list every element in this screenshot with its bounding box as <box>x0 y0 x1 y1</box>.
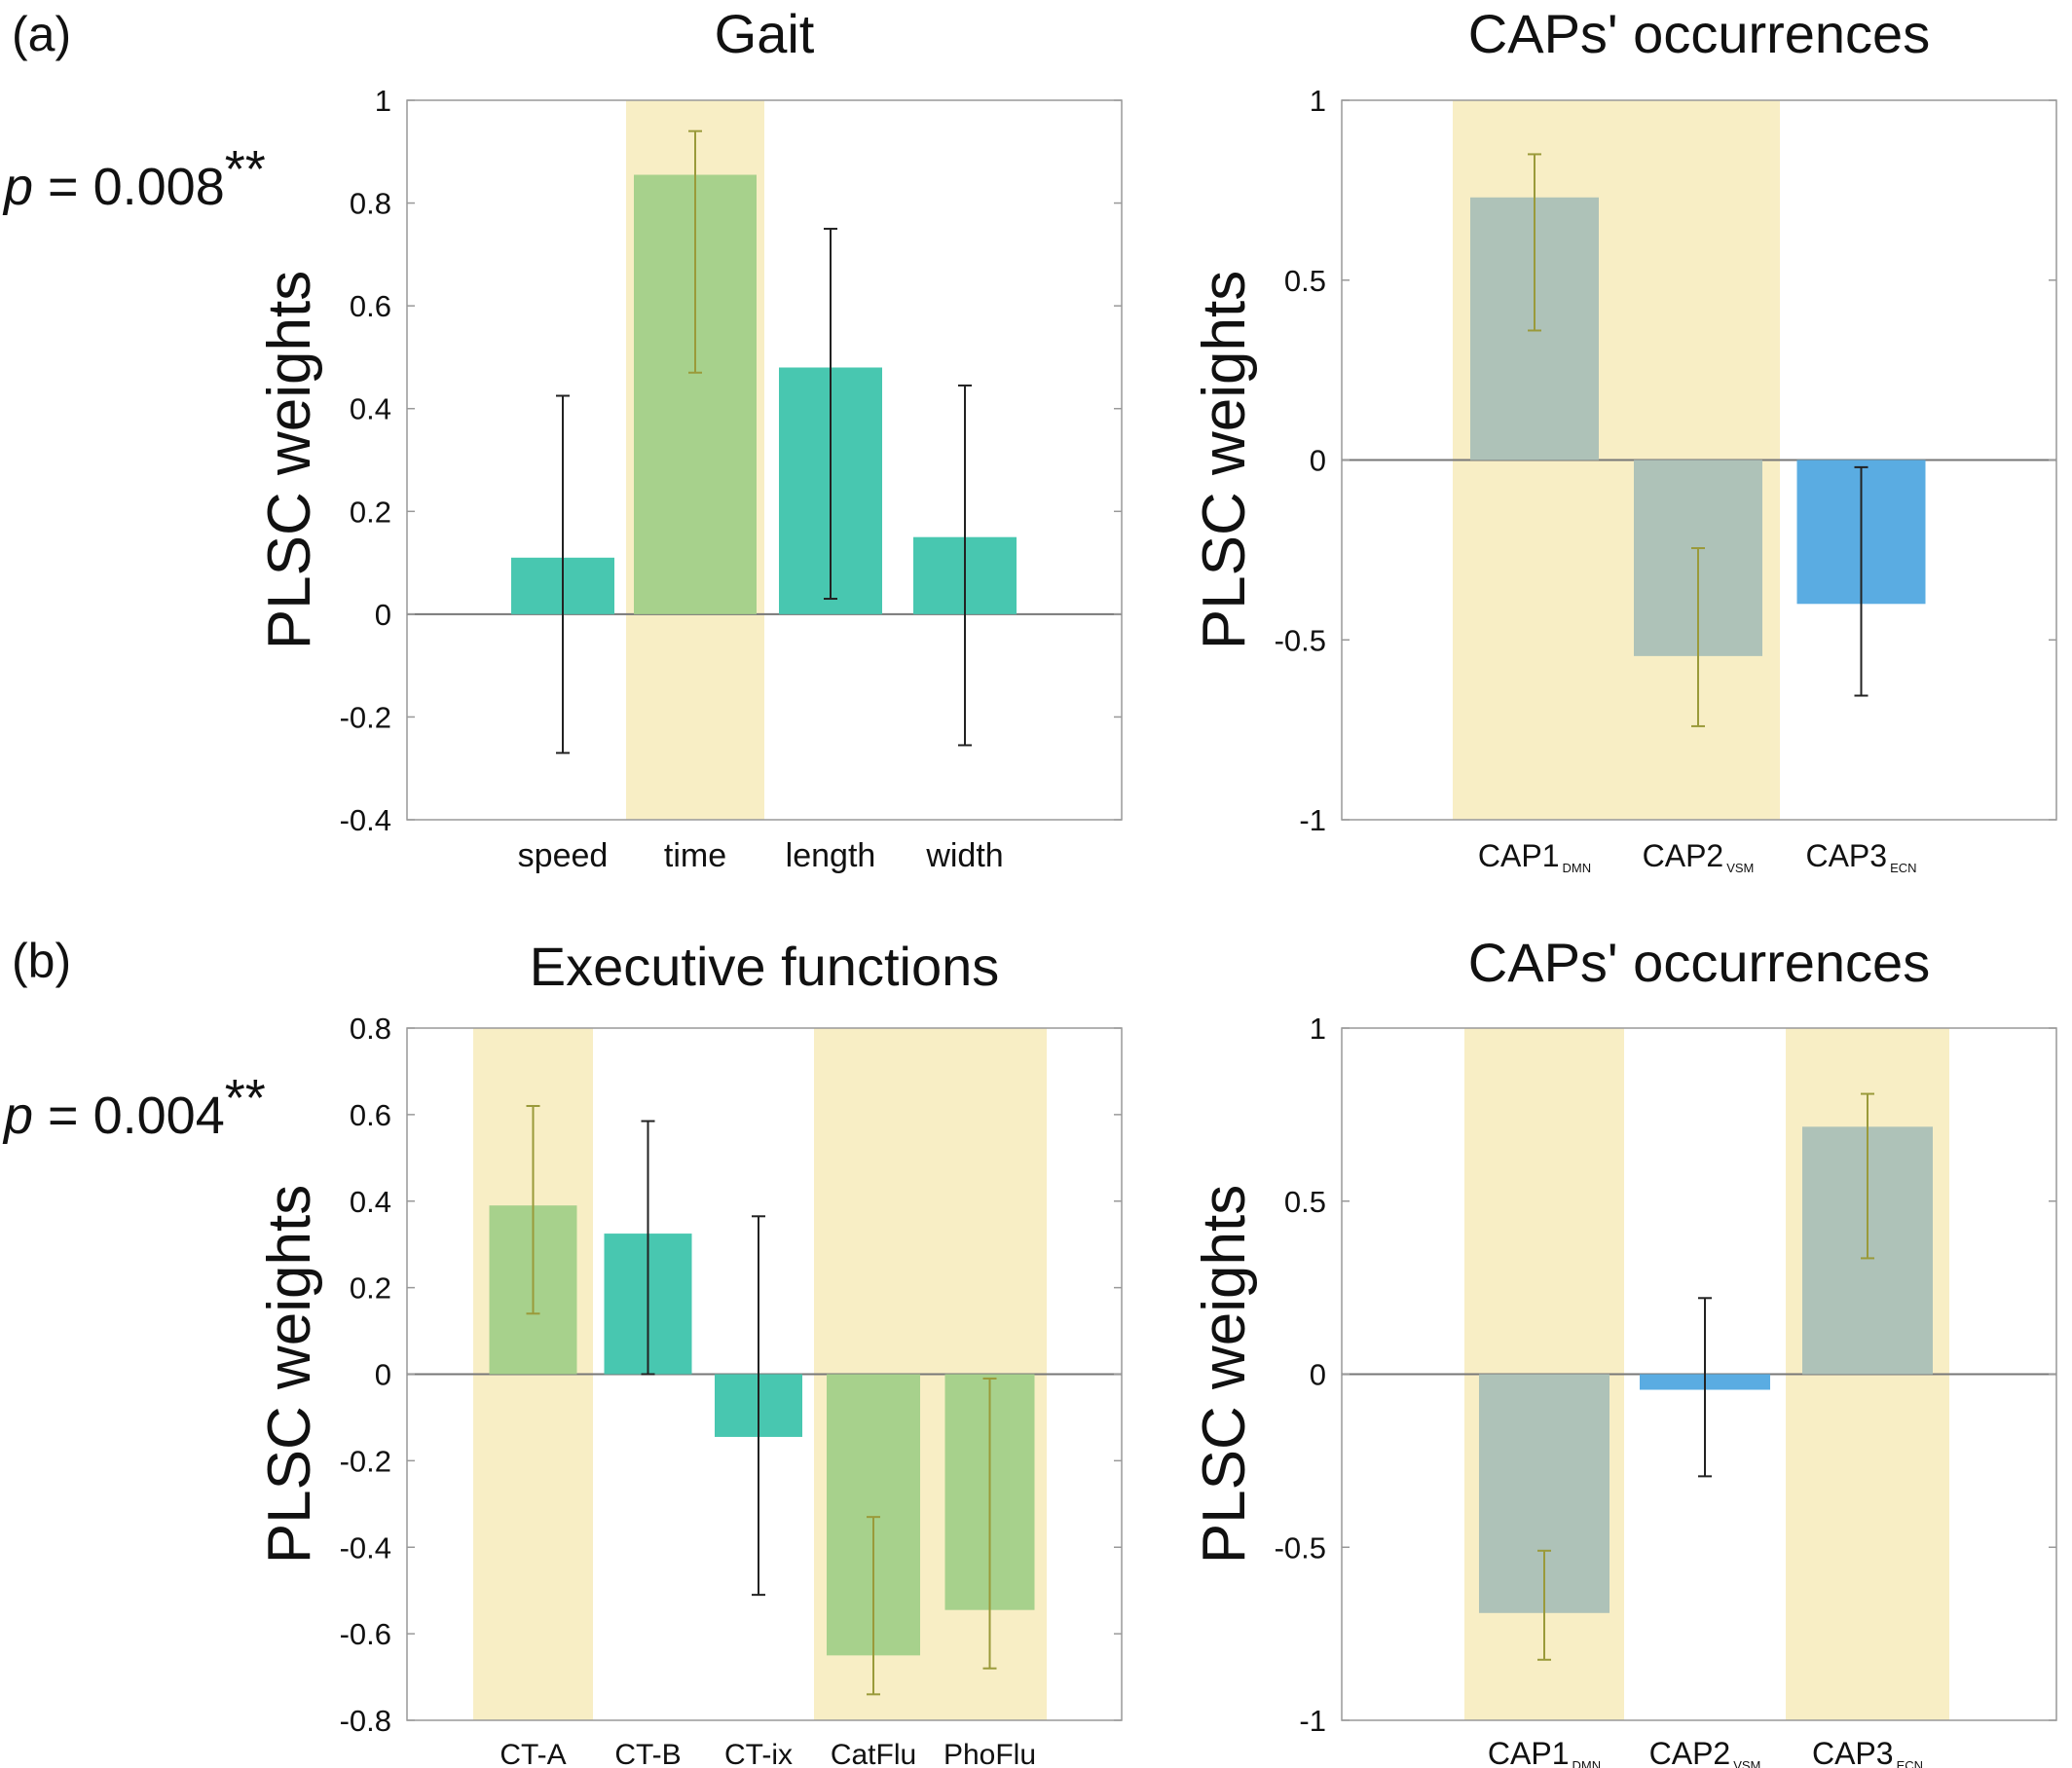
y-axis-label: PLSC weights <box>256 1185 323 1564</box>
y-tick-label: 0.8 <box>350 1012 391 1046</box>
x-tick-label-subscript: ECN <box>1897 1758 1923 1768</box>
y-tick-label: -0.5 <box>1275 1530 1326 1565</box>
p-value-b: p = 0.004** <box>2 1069 266 1145</box>
caps-occurrences-chart-b: -1 -0.5 0 0.5 1 CAP1 DMN CAP2 VSM CAP3 ECN CAPs' oc… <box>1191 932 2057 1768</box>
y-axis-label: PLSC weights <box>1191 1185 1258 1564</box>
y-tick-label: -0.4 <box>340 803 391 837</box>
y-tick-label: 0 <box>1310 1358 1326 1392</box>
y-tick-label: -1 <box>1299 1704 1326 1738</box>
p-value-b-symbol: p <box>2 1087 33 1145</box>
y-tick-label: 0.2 <box>350 1271 391 1306</box>
x-tick-label: CT-B <box>614 1739 681 1768</box>
x-tick-label-main: time <box>664 837 726 874</box>
x-tick-label-main: CAP3 <box>1805 838 1887 873</box>
y-tick-label: -0.6 <box>340 1617 391 1651</box>
chart-title: CAPs' occurrences <box>1468 932 1930 993</box>
y-tick-label: -0.2 <box>340 1444 391 1478</box>
p-value-a: p = 0.008** <box>2 140 266 216</box>
y-tick-label: 1 <box>1310 84 1326 118</box>
y-tick-label: 0.4 <box>350 1185 391 1219</box>
x-tick-label-main: length <box>786 837 876 874</box>
x-tick-label-subscript: DMN <box>1562 861 1591 875</box>
x-tick-label-main: width <box>925 837 1003 874</box>
p-value-a-value: = 0.008 <box>33 158 225 216</box>
y-tick-label: 0 <box>1310 444 1326 478</box>
x-tick-label: width <box>925 837 1003 874</box>
p-value-a-stars: ** <box>225 140 266 199</box>
x-tick-label: CatFlu <box>831 1739 916 1768</box>
x-tick-label-main: CatFlu <box>831 1739 916 1768</box>
y-tick-label: 0.2 <box>350 495 391 529</box>
x-tick-label: CT-ix <box>724 1739 793 1768</box>
x-tick-label-subscript: VSM <box>1726 861 1754 875</box>
y-axis-label: PLSC weights <box>1191 271 1258 649</box>
x-tick-label-main: PhoFlu <box>944 1739 1036 1768</box>
chart-title: Gait <box>715 3 815 64</box>
panel-b-label: (b) <box>12 934 71 988</box>
x-tick-label-main: CT-ix <box>724 1739 793 1768</box>
y-tick-label: 0 <box>375 1358 391 1392</box>
x-tick-label: PhoFlu <box>944 1739 1036 1768</box>
chart-title: Executive functions <box>530 936 999 997</box>
panel-a-label: (a) <box>12 7 71 61</box>
executive-functions-chart: -0.8 -0.6 -0.4 -0.2 0 0.2 0.4 0.6 0.8 CT-A CT-B CT-… <box>256 936 1123 1768</box>
y-tick-label: 0.6 <box>350 289 391 323</box>
y-tick-label: 0.5 <box>1284 264 1326 298</box>
x-tick-label-main: CAP2 <box>1643 838 1724 873</box>
y-tick-label: -0.8 <box>340 1704 391 1738</box>
y-tick-label: -0.2 <box>340 700 391 734</box>
chart-title: CAPs' occurrences <box>1468 3 1930 64</box>
x-tick-label-subscript: VSM <box>1733 1758 1760 1768</box>
y-tick-label: 1 <box>375 84 391 118</box>
x-tick-label: CAP1 DMN <box>1478 838 1591 875</box>
gait-chart: -0.4 -0.2 0 0.2 0.4 0.6 0.8 1 speed time length wid… <box>256 3 1123 874</box>
x-tick-label-main: CAP2 <box>1649 1736 1731 1768</box>
y-tick-label: -1 <box>1299 803 1326 837</box>
x-tick-label: CT-A <box>500 1739 566 1768</box>
p-value-b-value: = 0.004 <box>33 1087 225 1145</box>
y-tick-label: 0 <box>375 598 391 632</box>
x-tick-label: CAP3 ECN <box>1805 838 1916 875</box>
x-tick-label: speed <box>518 837 609 874</box>
x-tick-label: length <box>786 837 876 874</box>
x-tick-label-main: CAP1 <box>1488 1736 1570 1768</box>
x-tick-label-main: speed <box>518 837 609 874</box>
x-tick-label: time <box>664 837 726 874</box>
p-value-a-symbol: p <box>2 158 33 216</box>
x-tick-label: CAP1 DMN <box>1488 1736 1601 1768</box>
x-tick-label: CAP2 VSM <box>1649 1736 1761 1768</box>
y-tick-label: 0.4 <box>350 392 391 426</box>
x-tick-label: CAP3 ECN <box>1812 1736 1923 1768</box>
x-tick-label-subscript: ECN <box>1890 861 1916 875</box>
y-tick-label: 1 <box>1310 1012 1326 1046</box>
y-tick-label: -0.4 <box>340 1530 391 1565</box>
x-tick-label-main: CAP3 <box>1812 1736 1894 1768</box>
x-tick-label-main: CT-B <box>614 1739 681 1768</box>
x-tick-label: CAP2 VSM <box>1643 838 1755 875</box>
y-axis-label: PLSC weights <box>256 271 323 649</box>
p-value-b-stars: ** <box>225 1069 266 1127</box>
y-tick-label: 0.6 <box>350 1098 391 1132</box>
caps-occurrences-chart-a: -1 -0.5 0 0.5 1 CAP1 DMN CAP2 VSM CAP3 ECN CAPs' oc… <box>1191 3 2057 875</box>
x-tick-label-main: CT-A <box>500 1739 566 1768</box>
y-tick-label: -0.5 <box>1275 623 1326 657</box>
y-tick-label: 0.5 <box>1284 1185 1326 1219</box>
x-tick-label-subscript: DMN <box>1572 1758 1601 1768</box>
axes-frame <box>406 99 1123 821</box>
y-tick-label: 0.8 <box>350 187 391 221</box>
x-tick-label-main: CAP1 <box>1478 838 1560 873</box>
